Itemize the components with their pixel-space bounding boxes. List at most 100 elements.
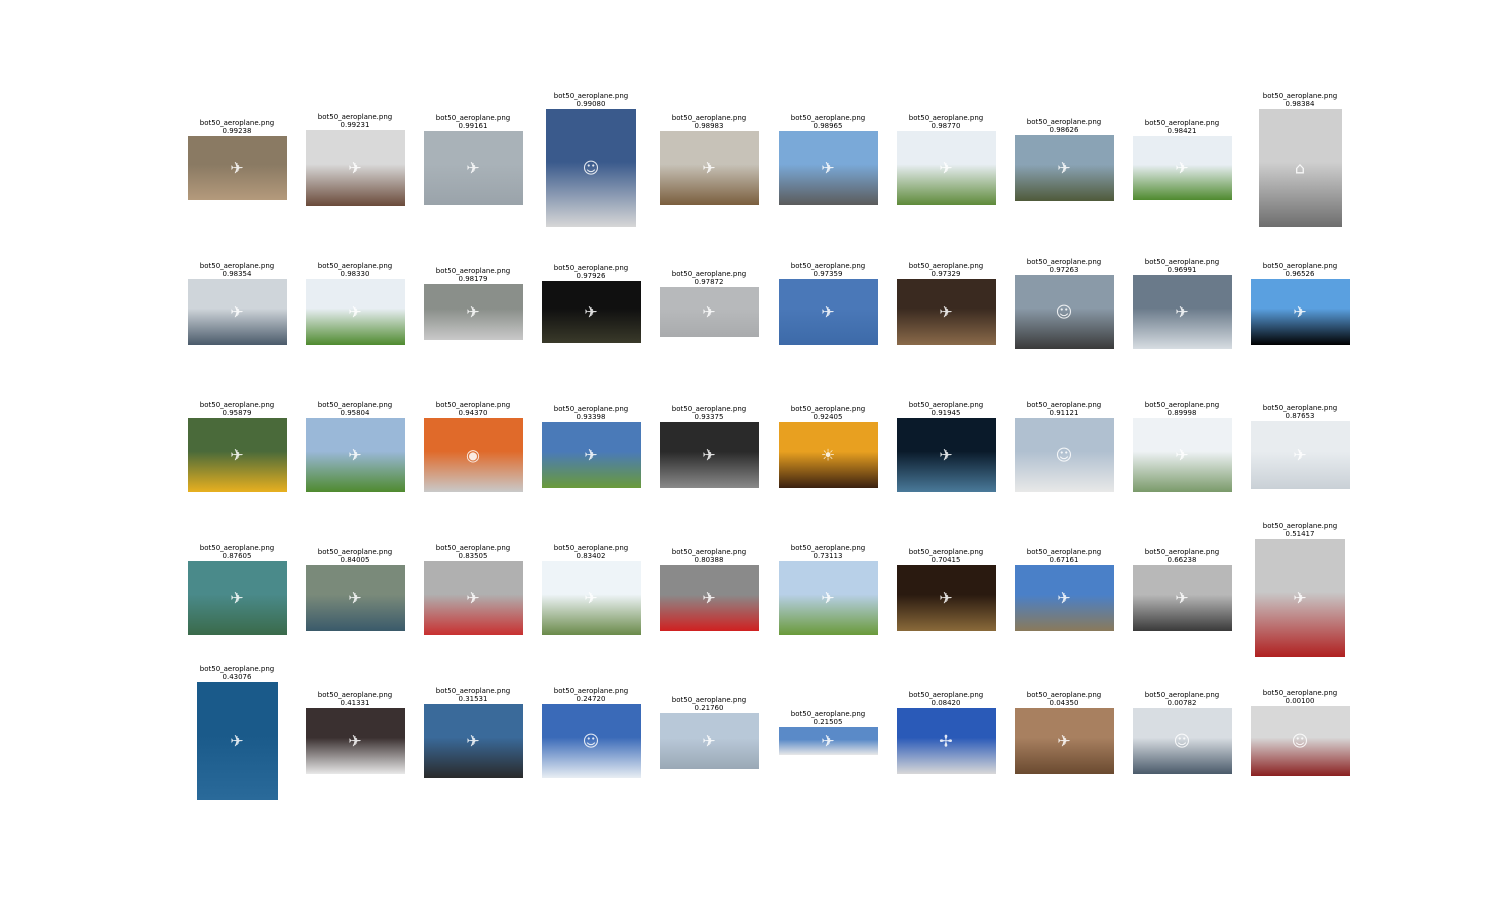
image-filename: bot50_aeroplane.png [317,548,393,556]
image-thumbnail: ✈ [305,279,405,345]
person-icon: ☺ [582,158,600,178]
image-filename: bot50_aeroplane.png [671,696,747,704]
airplane-icon: ✈ [939,302,953,322]
image-filename: bot50_aeroplane.png [317,113,393,121]
image-filename: bot50_aeroplane.png [1026,548,1102,556]
grid-cell: bot50_aeroplane.png 0.98626 ✈ [1004,119,1124,201]
airplane-icon: ✈ [1057,588,1071,608]
image-thumbnail: ✢ [896,708,996,774]
airplane-icon: ✈ [702,731,716,751]
grid-cell: bot50_aeroplane.png 0.80388 ✈ [649,549,769,631]
image-score: 0.21760 [694,704,724,712]
image-score: 0.21505 [813,718,843,726]
grid-cell: bot50_aeroplane.png 0.93398 ✈ [531,406,651,488]
airplane-icon: ✈ [1057,158,1071,178]
grid-cell: bot50_aeroplane.png 0.21760 ✈ [649,697,769,769]
airplane-icon: ✈ [230,731,244,751]
image-score: 0.97263 [1049,266,1079,274]
image-filename: bot50_aeroplane.png [671,548,747,556]
image-filename: bot50_aeroplane.png [1262,689,1338,697]
image-thumbnail: ✈ [778,561,878,635]
person-icon: ☺ [1291,731,1309,751]
airplane-icon: ✈ [1175,588,1189,608]
image-thumbnail: ✈ [1250,421,1350,489]
grid-cell: bot50_aeroplane.png 0.87605 ✈ [177,545,297,635]
image-thumbnail: ☺ [1250,706,1350,776]
image-thumbnail: ⌂ [1258,109,1342,227]
image-thumbnail: ✈ [778,727,878,755]
image-thumbnail: ✈ [1132,418,1232,492]
grid-cell: bot50_aeroplane.png 0.24720 ☺ [531,688,651,778]
image-score: 0.66238 [1167,556,1197,564]
airplane-icon: ✈ [230,302,244,322]
image-filename: bot50_aeroplane.png [199,262,275,270]
grid-cell: bot50_aeroplane.png 0.31531 ✈ [413,688,533,778]
propeller-icon: ✢ [939,731,953,751]
grid-cell: bot50_aeroplane.png 0.98179 ✈ [413,268,533,340]
grid-cell: bot50_aeroplane.png 0.99231 ✈ [295,114,415,206]
airplane-icon: ✈ [821,302,835,322]
image-filename: bot50_aeroplane.png [908,401,984,409]
image-filename: bot50_aeroplane.png [908,114,984,122]
image-score: 0.24720 [576,695,606,703]
image-filename: bot50_aeroplane.png [908,548,984,556]
image-score: 0.95879 [222,409,252,417]
airplane-icon: ✈ [348,445,362,465]
image-filename: bot50_aeroplane.png [671,405,747,413]
image-score: 0.00100 [1285,697,1315,705]
grid-cell: bot50_aeroplane.png 0.51417 ✈ [1240,523,1360,657]
image-score: 0.98626 [1049,126,1079,134]
image-filename: bot50_aeroplane.png [199,119,275,127]
image-score: 0.95804 [340,409,370,417]
image-thumbnail: ✈ [423,284,523,340]
person-icon: ☺ [1173,731,1191,751]
airplane-icon: ✈ [939,588,953,608]
image-thumbnail: ✈ [659,565,759,631]
image-thumbnail: ✈ [541,422,641,488]
airplane-icon: ✈ [821,731,835,751]
image-filename: bot50_aeroplane.png [790,262,866,270]
image-filename: bot50_aeroplane.png [553,544,629,552]
airplane-icon: ✈ [702,588,716,608]
image-score: 0.04350 [1049,699,1079,707]
image-thumbnail: ☺ [1014,275,1114,349]
grid-cell: bot50_aeroplane.png 0.04350 ✈ [1004,692,1124,774]
grid-cell: bot50_aeroplane.png 0.00100 ☺ [1240,690,1360,776]
image-filename: bot50_aeroplane.png [1262,522,1338,530]
grid-cell: bot50_aeroplane.png 0.98770 ✈ [886,115,1006,205]
image-thumbnail: ✈ [305,708,405,774]
image-score: 0.98179 [458,275,488,283]
person-icon: ☺ [582,731,600,751]
image-thumbnail: ☺ [1014,418,1114,492]
image-filename: bot50_aeroplane.png [1144,548,1220,556]
image-score: 0.97872 [694,278,724,286]
image-score: 0.00782 [1167,699,1197,707]
person-icon: ☺ [1055,302,1073,322]
image-filename: bot50_aeroplane.png [553,405,629,413]
image-score: 0.83505 [458,552,488,560]
image-score: 0.97926 [576,272,606,280]
image-filename: bot50_aeroplane.png [553,687,629,695]
image-score: 0.91945 [931,409,961,417]
grid-cell: bot50_aeroplane.png 0.99080 ☺ [531,93,651,227]
airplane-icon: ✈ [1293,302,1307,322]
image-score: 0.99231 [340,121,370,129]
image-thumbnail: ☺ [1132,708,1232,774]
image-thumbnail: ✈ [423,561,523,635]
grid-cell: bot50_aeroplane.png 0.98983 ✈ [649,115,769,205]
grid-cell: bot50_aeroplane.png 0.92405 ☀ [768,406,888,488]
image-filename: bot50_aeroplane.png [553,264,629,272]
image-thumbnail: ✈ [1255,539,1345,657]
airplane-icon: ✈ [1057,731,1071,751]
image-thumbnail: ✈ [541,281,641,343]
airplane-icon: ✈ [230,588,244,608]
image-filename: bot50_aeroplane.png [317,262,393,270]
image-filename: bot50_aeroplane.png [671,114,747,122]
airplane-icon: ✈ [1175,302,1189,322]
image-score: 0.99080 [576,100,606,108]
image-thumbnail: ☺ [546,109,636,227]
grid-cell: bot50_aeroplane.png 0.96526 ✈ [1240,263,1360,345]
airplane-icon: ✈ [466,158,480,178]
image-thumbnail: ✈ [659,131,759,205]
